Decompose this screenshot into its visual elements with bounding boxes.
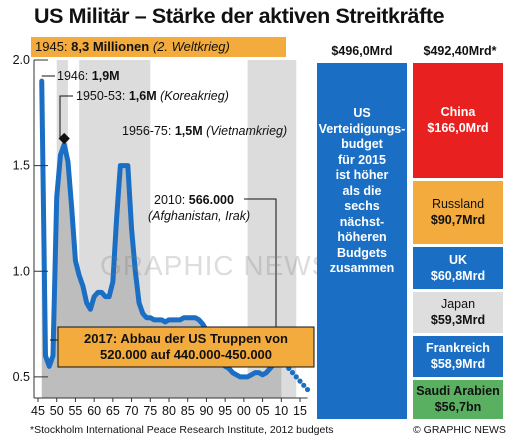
x-tick-label: 85 (181, 404, 195, 418)
us-text-line-5: als die (342, 183, 382, 198)
segment-country: Frankreich (426, 341, 490, 356)
source-note: *Stockholm International Peace Research … (30, 424, 334, 436)
forecast-point (289, 370, 296, 376)
x-tick-label: 45 (31, 404, 45, 418)
leader-2010 (244, 198, 277, 352)
annotation-note-3: (Afghanistan, Irak) (148, 209, 250, 223)
x-tick-label: 05 (256, 404, 270, 418)
budget-segment-frankreich: Frankreich $58,9Mrd (413, 335, 503, 377)
x-tick-label: 75 (143, 404, 157, 418)
x-tick-label: 00 (237, 404, 251, 418)
forecast-point (293, 374, 299, 380)
x-tick-label: 60 (87, 404, 101, 418)
us-text-line-3: für 2015 (338, 152, 386, 167)
segment-value: $60,8Mrd (430, 268, 486, 283)
y-tick-label: 1.5 (13, 159, 30, 173)
us-text-line-8: höheren (337, 230, 387, 244)
y-tick-label: 0.5 (13, 370, 30, 384)
troop-area (41, 81, 282, 398)
x-tick-label: 50 (50, 404, 64, 418)
segment-country: Saudi Arabien (416, 384, 500, 399)
us-text-line-9: Budgets (337, 245, 387, 260)
callout-box (57, 326, 315, 368)
us-text-line-6: sechs (344, 199, 380, 213)
others-budget-title: $492,40Mrd* (423, 44, 497, 58)
troop-line (39, 78, 284, 380)
y-tick-label: 1.0 (13, 264, 30, 278)
x-tick-label: 10 (274, 404, 288, 418)
x-tick-label: 80 (162, 404, 176, 418)
annotation-1: 1950-53: 1,6M (Koreakrieg) (76, 89, 229, 103)
annotation-0: 1946: 1,9M (57, 69, 120, 83)
x-tick-label: 55 (68, 404, 82, 418)
us-text-line-2: budget (341, 137, 383, 151)
ww2-banner: 1945: 8,3 Millionen (2. Weltkrieg) (31, 37, 286, 57)
forecast-point (304, 386, 311, 393)
us-text-line-10: zusammen (329, 261, 395, 275)
x-tick-label: 70 (125, 404, 139, 418)
budget-segment-russland: Russland $90,7Mrd (413, 180, 503, 244)
us-text-line-7: nächst- (339, 214, 385, 229)
budget-segment-china: China $166,0Mrd (413, 63, 503, 178)
us-budget-title: $496,0Mrd (331, 44, 393, 58)
banner-note: (2. Weltkrieg) (152, 39, 230, 54)
segment-country: Japan (440, 297, 476, 312)
leader-korea (59, 95, 73, 139)
us-text-line-1: Verteidigungs- (318, 121, 406, 136)
banner-year: 1945: (35, 39, 68, 54)
page-title: US Militär – Stärke der aktiven Streitkr… (34, 4, 445, 28)
x-tick-label: 15 (293, 404, 307, 418)
budget-segment-saudi-arabien: Saudi Arabien $56,7bn (413, 379, 503, 419)
x-tick-label: 95 (218, 404, 232, 418)
segment-value: $58,9Mrd (430, 357, 486, 372)
forecast-point (301, 382, 307, 388)
us-text-line-0: US (353, 106, 371, 120)
credit: © GRAPHIC NEWS (413, 424, 506, 436)
us-budget-bar (317, 63, 407, 419)
budget-segment-uk: UK $60,8Mrd (413, 246, 503, 289)
y-tick-label: 2.0 (13, 53, 30, 67)
segment-value: $59,3Mrd (430, 313, 486, 328)
banner-value: 8,3 Millionen (71, 39, 150, 54)
callout-line-0: 2017: Abbau der US Truppen von (84, 331, 288, 346)
segment-country: China (440, 105, 476, 120)
segment-value: $166,0Mrd (427, 121, 489, 136)
annotation-2: 1956-75: 1,5M (Vietnamkrieg) (122, 124, 287, 138)
annotation-3: 2010: 566.000 (154, 193, 234, 207)
callout-line-1: 520.000 auf 440.000-450.000 (100, 347, 272, 362)
segment-country: Russland (431, 197, 485, 212)
us-text-line-4: ist höher (335, 168, 389, 182)
segment-country: UK (448, 252, 468, 267)
us-budget-text: US Verteidigungs-budget für 2015 ist höher a… (317, 106, 407, 277)
segment-value: $90,7Mrd (430, 213, 486, 228)
budget-segment-japan: Japan $59,3Mrd (413, 291, 503, 333)
x-tick-label: 65 (106, 404, 120, 418)
forecast-point (297, 378, 303, 384)
x-tick-label: 90 (199, 404, 213, 418)
segment-value: $56,7bn (434, 400, 482, 415)
